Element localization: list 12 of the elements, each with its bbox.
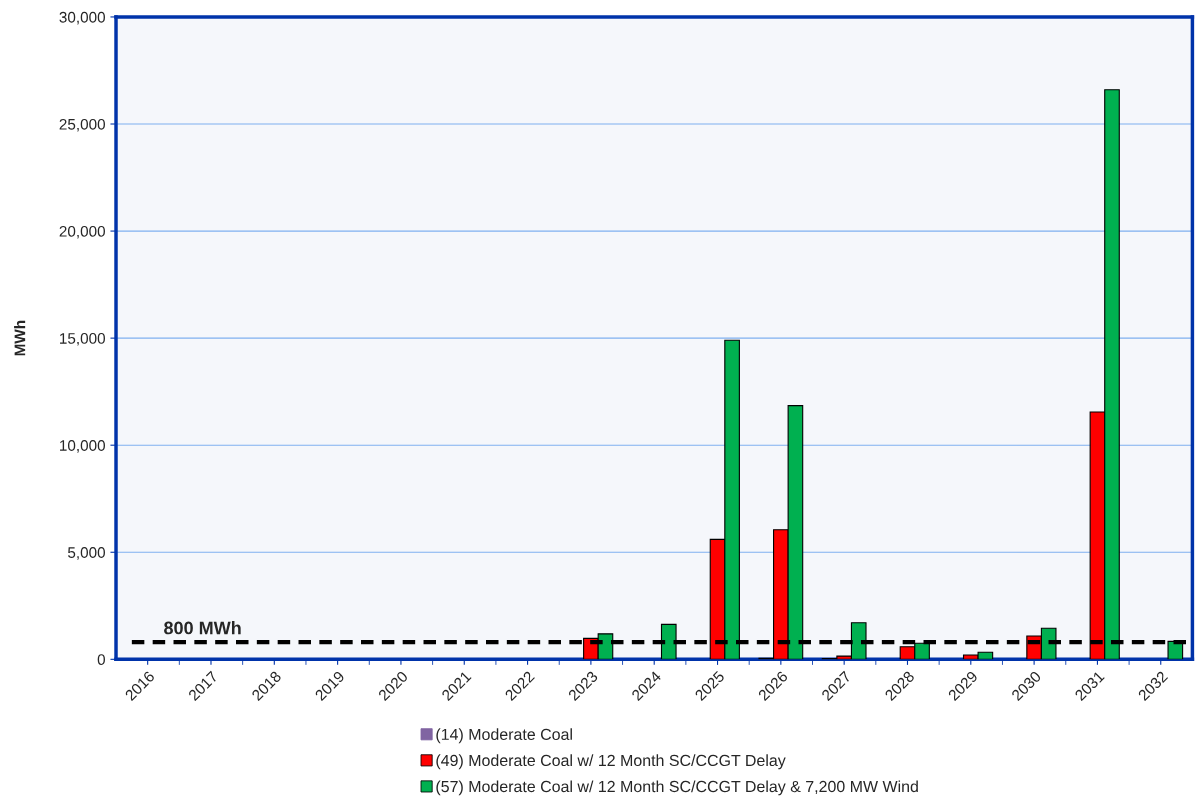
legend-label: (49) Moderate Coal w/ 12 Month SC/CCGT Delay [436, 754, 786, 770]
y-tick-label: 30,000 [59, 11, 105, 25]
legend-label: (57) Moderate Coal w/ 12 Month SC/CCGT Delay & 7,200 MW Wind [436, 780, 918, 796]
y-tick-label: 0 [97, 654, 105, 666]
y-tick-label: 5,000 [67, 547, 105, 560]
y-axis-title: MWh [14, 320, 26, 356]
y-tick-label: 20,000 [59, 225, 105, 239]
legend-label: (14) Moderate Coal [436, 728, 572, 744]
y-tick-label: 15,000 [60, 333, 105, 346]
y-tick-label: 25,000 [59, 118, 105, 132]
y-tick-label: 10,000 [60, 440, 105, 453]
ref-line-label: 800 MWh [164, 621, 241, 635]
